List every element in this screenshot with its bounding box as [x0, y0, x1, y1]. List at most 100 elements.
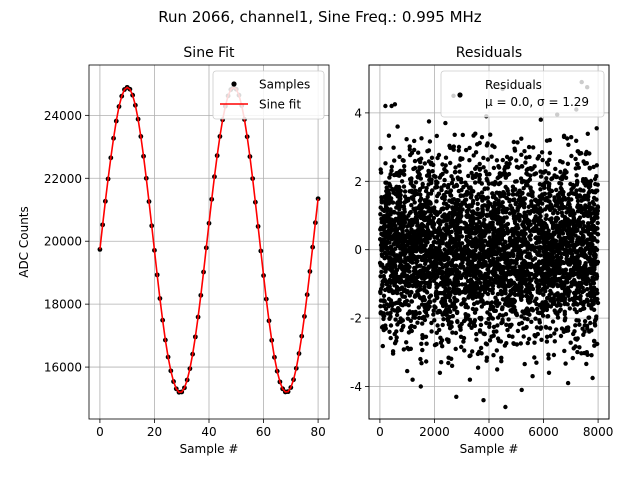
residual-point [562, 289, 568, 294]
residual-point [518, 176, 524, 181]
residual-point [451, 197, 457, 202]
residual-point [378, 212, 383, 217]
residual-point [395, 243, 400, 248]
residual-point [430, 243, 435, 248]
residual-point [594, 197, 599, 202]
residual-point [526, 204, 531, 209]
residual-point [508, 260, 513, 265]
residual-point [378, 298, 384, 303]
residual-point [544, 239, 549, 245]
residual-point [490, 191, 495, 196]
residual-point [418, 263, 423, 268]
residual-point [448, 298, 453, 303]
residual-point [426, 282, 431, 287]
residual-point [464, 213, 469, 219]
residual-point [569, 296, 575, 302]
residual-point [593, 181, 598, 187]
residual-point [583, 280, 588, 285]
x-tick-label: 2000 [419, 425, 450, 439]
residual-point [472, 318, 478, 323]
residual-point [451, 144, 456, 149]
residual-point [460, 207, 465, 212]
residual-point [407, 325, 413, 330]
residual-point [475, 216, 480, 221]
residual-point [532, 220, 537, 225]
residual-point [519, 180, 525, 185]
residual-point [510, 334, 515, 339]
residual-point [442, 247, 447, 252]
residual-point [430, 254, 435, 260]
residual-point [580, 239, 586, 244]
residual-point [511, 139, 516, 145]
y-axis-label: ADC Counts [17, 206, 31, 278]
residual-point [379, 239, 384, 244]
residual-point [520, 293, 525, 299]
residual-point [412, 256, 417, 261]
residual-point [558, 270, 563, 276]
residual-point [528, 299, 533, 304]
residual-point [402, 269, 407, 275]
residual-point [448, 292, 453, 298]
residual-point [388, 172, 393, 177]
residual-point [560, 198, 565, 203]
residual-point [522, 260, 527, 265]
residual-point [573, 156, 578, 162]
residual-point [508, 278, 514, 283]
residual-point [450, 301, 455, 307]
residual-point [500, 255, 506, 260]
residual-point [450, 313, 455, 319]
residual-point [505, 221, 511, 227]
residual-point [595, 296, 600, 302]
residual-point [546, 356, 551, 361]
residual-point [453, 165, 458, 170]
residual-point [399, 242, 405, 247]
residual-point [438, 340, 444, 345]
residual-point [516, 232, 521, 238]
residual-point [568, 340, 573, 345]
residual-point [411, 166, 416, 172]
residual-point [467, 145, 472, 151]
residual-point [558, 238, 563, 243]
residual-point [562, 268, 567, 274]
residual-point [539, 150, 545, 155]
residual-point [547, 199, 552, 204]
residual-point [594, 163, 599, 168]
residual-point [485, 141, 490, 146]
residual-point [388, 314, 393, 319]
legend: Samples Sine fit [212, 70, 325, 120]
residual-point [485, 157, 491, 162]
residual-point [556, 250, 562, 256]
residual-point [519, 285, 524, 290]
residual-point [443, 251, 449, 256]
axes-title: Residuals [456, 45, 522, 61]
residual-point [573, 323, 578, 328]
residual-point [429, 261, 434, 266]
residual-point [526, 144, 532, 150]
residual-point [401, 184, 407, 189]
residual-point [502, 167, 507, 172]
residual-point [453, 330, 459, 336]
residual-point [540, 196, 545, 201]
residual-point [506, 317, 511, 322]
residual-point [513, 179, 518, 184]
residual-point [467, 158, 472, 163]
residual-point [572, 211, 577, 216]
residual-point [543, 257, 548, 262]
residual-point [469, 188, 474, 193]
residual-point [557, 180, 562, 186]
residual-point [552, 195, 557, 200]
residual-point [520, 309, 525, 314]
residual-point [521, 186, 526, 191]
residual-point [479, 190, 485, 195]
residual-point [590, 224, 595, 229]
residual-point [384, 254, 390, 260]
residual-point [381, 327, 386, 333]
y-tick-label: 2 [354, 175, 362, 189]
residual-point [393, 223, 398, 229]
residual-point [450, 271, 455, 276]
residual-point [454, 310, 460, 316]
residual-point [567, 247, 573, 252]
residual-point [386, 133, 392, 138]
residual-point [537, 249, 542, 254]
residual-point [471, 237, 476, 243]
